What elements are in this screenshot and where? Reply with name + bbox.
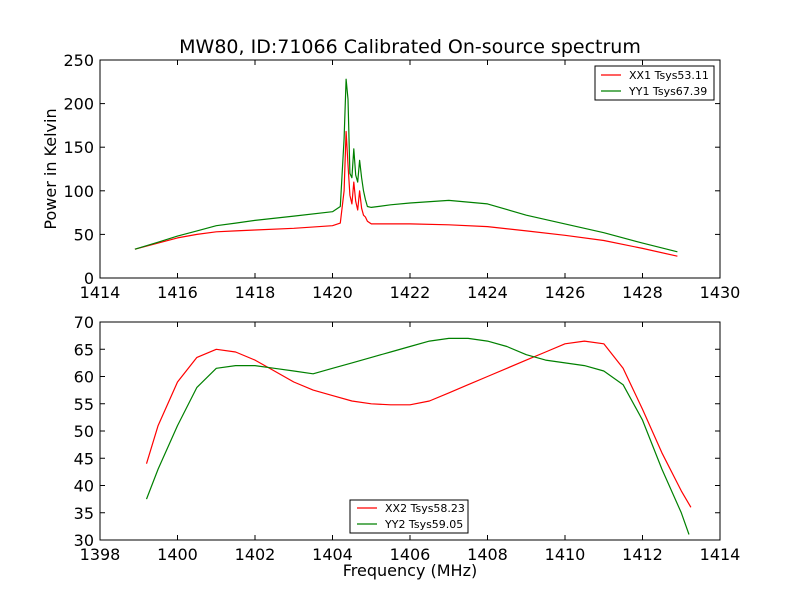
bottom-ticks: 1398 1400 1402 1404 1406 1408 1410 1412 1414 30 35…: [74, 313, 741, 564]
top-panel: 1414 1416 1418 1420 1422 1424 1426 1428 1430 0 50 1…: [41, 51, 740, 302]
x-tick-label: 1412: [622, 545, 663, 564]
x-tick-label: 1402: [235, 545, 276, 564]
y-tick-label: 40: [74, 477, 94, 496]
x-tick-label: 1422: [390, 283, 431, 302]
x-tick-label: 1408: [467, 545, 508, 564]
top-y-axis-label: Power in Kelvin: [41, 108, 60, 229]
series-line-yy2: [145, 337, 690, 535]
top-series-group: [134, 78, 678, 257]
y-tick-label: 0: [84, 269, 94, 288]
y-tick-label: 35: [74, 504, 94, 523]
y-tick-label: 100: [63, 182, 94, 201]
series-line-xx1: [134, 130, 678, 257]
bottom-legend-box: [349, 499, 469, 534]
bottom-legend: XX2 Tsys58.23 YY2 Tsys59.05: [349, 499, 469, 534]
x-tick-label: 1428: [622, 283, 663, 302]
x-tick-label: 1420: [312, 283, 353, 302]
x-tick-label: 1410: [545, 545, 586, 564]
legend-label-xx2: XX2 Tsys58.23: [385, 502, 465, 515]
x-tick-label: 1406: [390, 545, 431, 564]
y-tick-label: 65: [74, 340, 94, 359]
chart-title: MW80, ID:71066 Calibrated On-source spec…: [179, 36, 641, 58]
x-axis-label: Frequency (MHz): [343, 561, 477, 580]
y-tick-label: 60: [74, 368, 94, 387]
top-legend-box: [594, 65, 715, 101]
y-tick-label: 30: [74, 531, 94, 550]
x-tick-label: 1430: [700, 283, 741, 302]
y-tick-label: 50: [74, 422, 94, 441]
y-tick-label: 200: [63, 95, 94, 114]
x-tick-label: 1404: [312, 545, 353, 564]
x-tick-label: 1414: [80, 283, 121, 302]
y-tick-label: 250: [63, 51, 94, 70]
x-tick-label: 1424: [467, 283, 508, 302]
top-legend: XX1 Tsys53.11 YY1 Tsys67.39: [594, 65, 715, 101]
legend-label-yy1: YY1 Tsys67.39: [628, 85, 707, 98]
x-tick-label: 1398: [80, 545, 121, 564]
series-line-yy1: [134, 78, 678, 253]
top-ticks: 1414 1416 1418 1420 1422 1424 1426 1428 1430 0 50 1…: [63, 51, 740, 302]
x-tick-label: 1400: [157, 545, 198, 564]
x-tick-label: 1416: [157, 283, 198, 302]
y-tick-label: 45: [74, 449, 94, 468]
x-tick-label: 1418: [235, 283, 276, 302]
bottom-panel: 1398 1400 1402 1404 1406 1408 1410 1412 1414 30 35…: [74, 313, 741, 580]
legend-label-yy2: YY2 Tsys59.05: [384, 518, 463, 531]
legend-label-xx1: XX1 Tsys53.11: [629, 69, 709, 82]
y-tick-label: 50: [74, 225, 94, 244]
y-tick-label: 70: [74, 313, 94, 332]
series-line-xx2: [145, 340, 692, 508]
y-tick-label: 150: [63, 138, 94, 157]
x-tick-label: 1414: [700, 545, 741, 564]
x-tick-label: 1426: [545, 283, 586, 302]
y-tick-label: 55: [74, 395, 94, 414]
bottom-series-group: [145, 337, 692, 535]
